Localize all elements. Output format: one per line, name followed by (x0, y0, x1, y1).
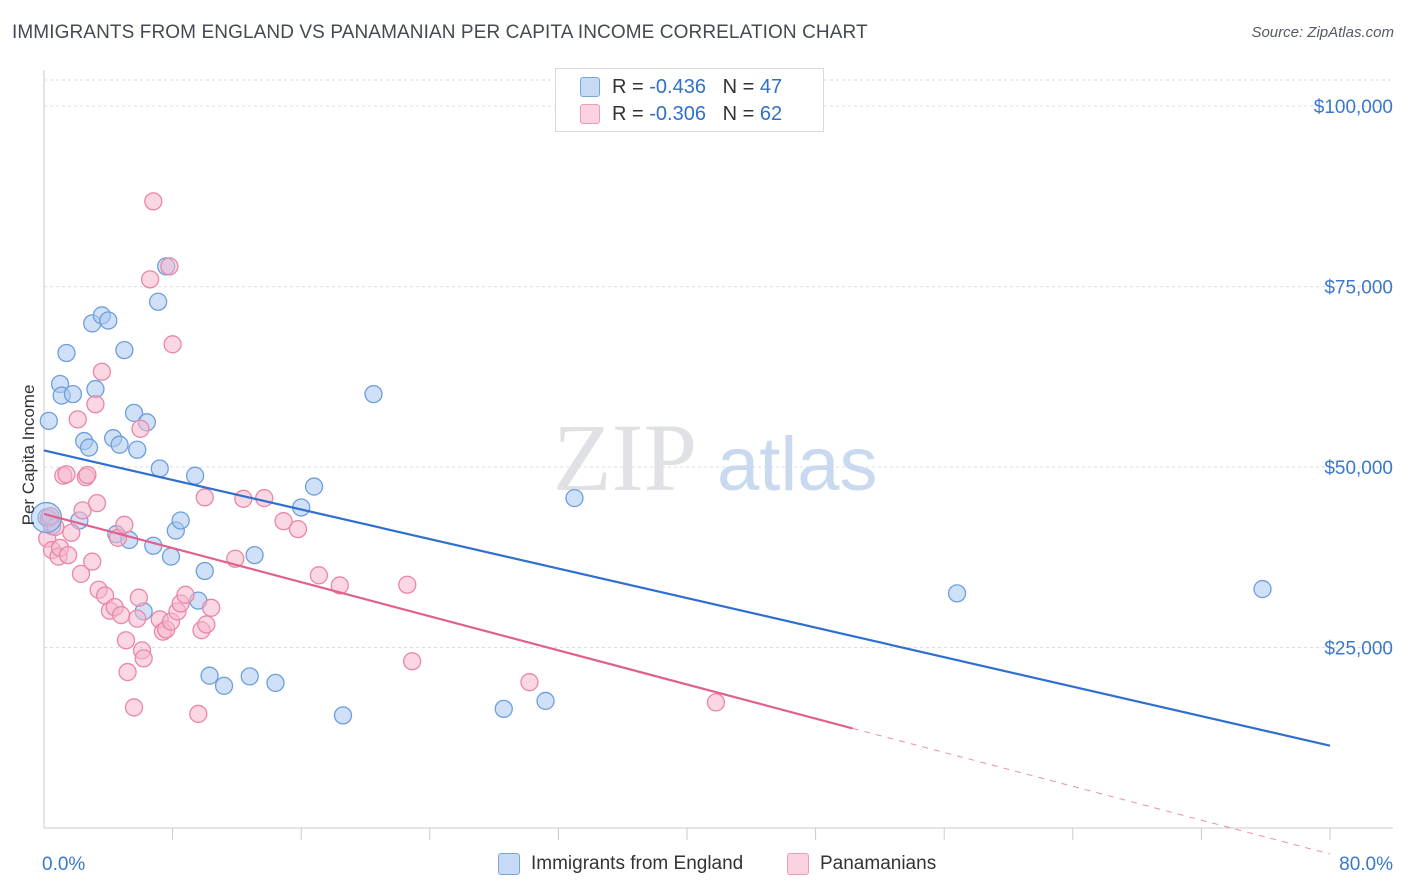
panamanian-point (176, 585, 195, 604)
panamanian-point (330, 576, 349, 595)
england-point (214, 676, 234, 695)
england-point (99, 311, 118, 330)
panamanian-point (124, 698, 144, 717)
y-tick-label: $75,000 (1324, 278, 1393, 299)
legend-swatch-panamanians (580, 104, 600, 124)
england-point (57, 343, 76, 363)
england-point (565, 488, 584, 508)
panamanian-point (118, 662, 137, 682)
panamanian-point (160, 257, 179, 276)
chart-title: IMMIGRANTS FROM ENGLAND VS PANAMANIAN PE… (12, 22, 868, 43)
england-point (364, 384, 383, 404)
legend-label-england: Immigrants from England (531, 853, 744, 874)
legend-item-panamanians[interactable]: Panamanians (787, 851, 936, 877)
england-point (304, 477, 324, 496)
panamanian-point (71, 564, 91, 584)
panamanian-point (115, 515, 134, 534)
x-tick-label: 0.0% (42, 854, 85, 875)
legend-stats-panamanians: R = -0.306 N = 62 (612, 102, 783, 125)
panamanian-point (78, 465, 97, 485)
y-tick-label: $100,000 (1314, 97, 1393, 118)
panamanian-point (112, 605, 131, 625)
england-point (63, 384, 83, 404)
panamanian-point (68, 410, 87, 429)
england-point (245, 545, 264, 565)
panamanian-point (58, 545, 78, 565)
panamanian-point (129, 588, 148, 607)
england-point (148, 292, 168, 311)
panamanian-point (73, 501, 92, 520)
england-point (39, 411, 58, 430)
england-trend-line (43, 449, 1331, 747)
legend-swatch-england (580, 77, 600, 97)
panamanian-point (87, 493, 107, 513)
correlation-legend: R = -0.436 N = 47 R = -0.306 N = 62 (555, 68, 824, 132)
panamanian-point (398, 575, 417, 594)
panamanian-point (57, 465, 76, 484)
source-label: Source: ZipAtlas.com (1251, 24, 1394, 41)
grid (44, 79, 1393, 649)
panamanian-point (134, 649, 153, 668)
england-point (161, 547, 181, 566)
watermark-atlas: atlas (717, 422, 878, 507)
england-point (947, 584, 967, 603)
legend-swatch-panamanians-bottom (787, 853, 809, 875)
england-point (185, 466, 205, 485)
england-point (240, 667, 259, 686)
panamanian-point (195, 488, 214, 507)
panamanian-point (255, 488, 274, 508)
y-tick-label: $50,000 (1324, 458, 1393, 479)
legend-label-panamanians: Panamanians (820, 853, 937, 874)
axes (43, 70, 1393, 840)
panamanian-point (197, 615, 216, 634)
england-point (494, 699, 513, 719)
legend-item-england[interactable]: Immigrants from England (498, 851, 743, 877)
panamanian-point (144, 192, 163, 211)
data-points (30, 192, 1272, 725)
england-point (195, 561, 214, 581)
panamanian-point (131, 419, 150, 438)
y-tick-label: $25,000 (1324, 639, 1393, 660)
england-point (536, 691, 555, 711)
panamanian-point (128, 609, 147, 628)
england-point (124, 403, 144, 423)
legend-swatch-england-bottom (498, 853, 520, 875)
panamanian-point (309, 566, 329, 585)
panamanian-point (92, 362, 112, 381)
panamanian-point (140, 270, 160, 289)
england-point (79, 438, 99, 457)
panamanian-point (163, 335, 182, 354)
england-point (144, 536, 163, 555)
tick-labels: $25,000 $50,000 $75,000 $100,000 0.0% 80.0% (42, 97, 1393, 875)
panamanian-point (189, 704, 208, 724)
england-point (86, 379, 105, 399)
england-point (150, 459, 169, 478)
panamanian-trend-extension (852, 727, 1331, 855)
panamanian-point (706, 693, 726, 712)
england-point (115, 340, 134, 360)
panamanian-point (202, 598, 221, 617)
panamanian-point (62, 523, 81, 542)
panamanian-point (116, 631, 136, 650)
panamanian-point (234, 489, 253, 508)
england-point (1253, 579, 1272, 599)
england-point (171, 511, 190, 530)
england-point (200, 666, 219, 685)
england-point (333, 706, 353, 725)
trend-lines (43, 449, 1331, 855)
panamanian-point (86, 395, 105, 414)
england-point (128, 440, 147, 459)
panamanian-trend-line (43, 512, 853, 730)
panamanian-point (83, 552, 102, 571)
panamanian-point (274, 512, 293, 531)
england-point (110, 435, 129, 454)
panamanian-point (520, 673, 539, 692)
panamanian-point (402, 652, 422, 671)
y-axis-label: Per Capita Income (19, 385, 38, 526)
x-tick-label: 80.0% (1339, 854, 1393, 875)
legend-stats-england: R = -0.436 N = 47 (612, 75, 783, 98)
england-point (266, 673, 285, 693)
panamanian-point (288, 519, 308, 539)
